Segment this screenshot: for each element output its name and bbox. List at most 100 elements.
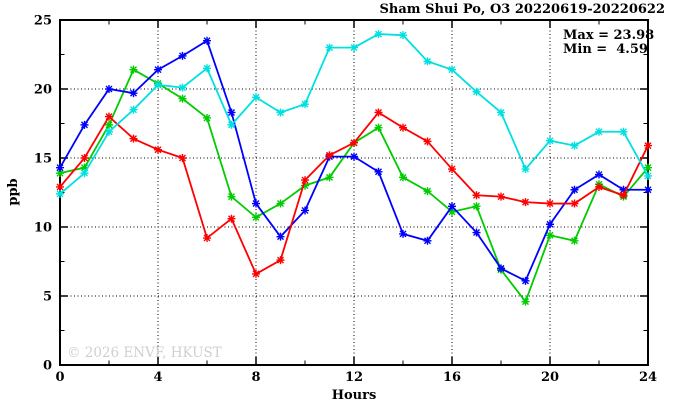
series-green-marker — [276, 199, 285, 208]
series-blue-marker — [276, 232, 285, 241]
y-tick-label: 10 — [34, 221, 52, 236]
x-tick-label: 24 — [639, 370, 657, 385]
series-red-marker — [276, 256, 285, 265]
series-blue-marker — [350, 152, 358, 161]
tick-layer — [59, 19, 649, 366]
series-blue-marker — [644, 185, 652, 194]
series-red-marker — [154, 145, 162, 154]
series-green-marker — [423, 187, 432, 196]
series-cyan-marker — [105, 127, 113, 136]
series-green-marker — [56, 169, 64, 178]
series-green-marker — [570, 236, 579, 245]
series-red-marker — [448, 165, 456, 174]
series-blue-marker — [80, 120, 89, 129]
series-green-marker — [105, 120, 113, 129]
series-cyan-marker — [56, 189, 64, 198]
series-cyan-marker — [644, 171, 652, 180]
series-green-marker — [325, 173, 334, 182]
series-green-marker — [129, 65, 138, 74]
series-red-marker — [105, 112, 113, 121]
series-green-marker — [644, 163, 652, 172]
series-cyan-marker — [350, 43, 358, 52]
series-red-marker — [203, 234, 211, 243]
series-red-marker — [546, 199, 554, 208]
series-red-marker — [399, 123, 407, 132]
x-axis-label: Hours — [332, 388, 377, 403]
series-green-marker — [227, 192, 236, 201]
min-annotation: Min = 4.59 — [563, 42, 648, 57]
series-red-marker — [178, 154, 187, 162]
y-tick-label: 20 — [34, 83, 52, 98]
x-tick-label: 12 — [345, 370, 363, 385]
series-blue-marker — [129, 89, 138, 98]
series-cyan-marker — [301, 100, 309, 109]
series-cyan-marker — [203, 64, 211, 73]
series-cyan-marker — [497, 108, 505, 117]
series-cyan-marker — [276, 108, 285, 117]
series-green-marker — [80, 163, 89, 172]
series-red-marker — [325, 151, 334, 160]
series-blue-marker — [448, 202, 456, 211]
series-blue-marker — [227, 108, 236, 117]
y-tick-label: 25 — [34, 14, 52, 29]
series-green-marker — [374, 123, 383, 132]
max-annotation: Max = 23.98 — [563, 28, 654, 43]
series-green-marker — [546, 231, 554, 240]
series-layer — [56, 30, 652, 306]
grid-layer — [60, 20, 648, 365]
series-blue-marker — [521, 276, 530, 285]
series-cyan-marker — [227, 120, 236, 129]
series-green-marker — [252, 213, 260, 222]
tick-label-layer: 0 5 10 15 20 25 0 4 8 12 16 20 24 — [34, 14, 657, 386]
series-blue-marker — [472, 228, 481, 237]
watermark: © 2026 ENVF, HKUST — [67, 345, 222, 361]
series-red-marker — [521, 198, 530, 207]
series-green-marker — [301, 181, 309, 190]
series-red-marker — [374, 108, 383, 117]
series-green-marker — [203, 113, 211, 122]
series-red-marker — [644, 141, 652, 150]
series-blue-marker — [301, 206, 309, 215]
series-blue-marker — [423, 236, 432, 245]
series-green-marker — [521, 297, 530, 306]
series-blue-marker — [595, 170, 603, 179]
series-cyan-line — [59, 33, 649, 195]
series-red-marker — [619, 191, 628, 200]
y-tick-label: 15 — [34, 152, 52, 167]
series-cyan-marker — [448, 65, 456, 74]
y-tick-label: 5 — [43, 290, 52, 305]
series-red-marker — [56, 182, 64, 191]
series-cyan-marker — [423, 57, 432, 66]
series-blue-marker — [252, 199, 260, 208]
series-blue-marker — [570, 185, 579, 194]
series-blue-marker — [154, 65, 162, 74]
series-blue-marker — [497, 264, 505, 273]
series-cyan-marker — [178, 83, 187, 92]
series-cyan-marker — [619, 127, 628, 136]
series-red-marker — [252, 269, 260, 278]
series-cyan-marker — [325, 43, 334, 52]
x-tick-label: 16 — [443, 370, 461, 385]
series-cyan-marker — [129, 105, 138, 114]
series-cyan-marker — [521, 165, 530, 174]
series-blue-marker — [178, 51, 187, 60]
series-red-marker — [227, 214, 236, 223]
series-red-marker — [129, 134, 138, 143]
series-red-marker — [595, 182, 603, 191]
series-red-marker — [423, 137, 432, 146]
series-blue-marker — [374, 167, 383, 176]
series-green-marker — [399, 173, 407, 182]
chart-title: Sham Shui Po, O3 20220619-20220622 — [380, 2, 665, 17]
series-cyan-marker — [154, 80, 162, 89]
series-blue-marker — [619, 185, 628, 194]
x-tick-label: 4 — [153, 370, 162, 385]
series-cyan-marker — [546, 136, 554, 145]
series-red-marker — [497, 192, 505, 201]
series-blue-marker — [105, 85, 113, 93]
y-axis-label: ppb — [6, 178, 21, 205]
series-green-marker — [178, 94, 187, 103]
series-blue-marker — [56, 163, 64, 172]
series-cyan-marker — [570, 141, 579, 150]
